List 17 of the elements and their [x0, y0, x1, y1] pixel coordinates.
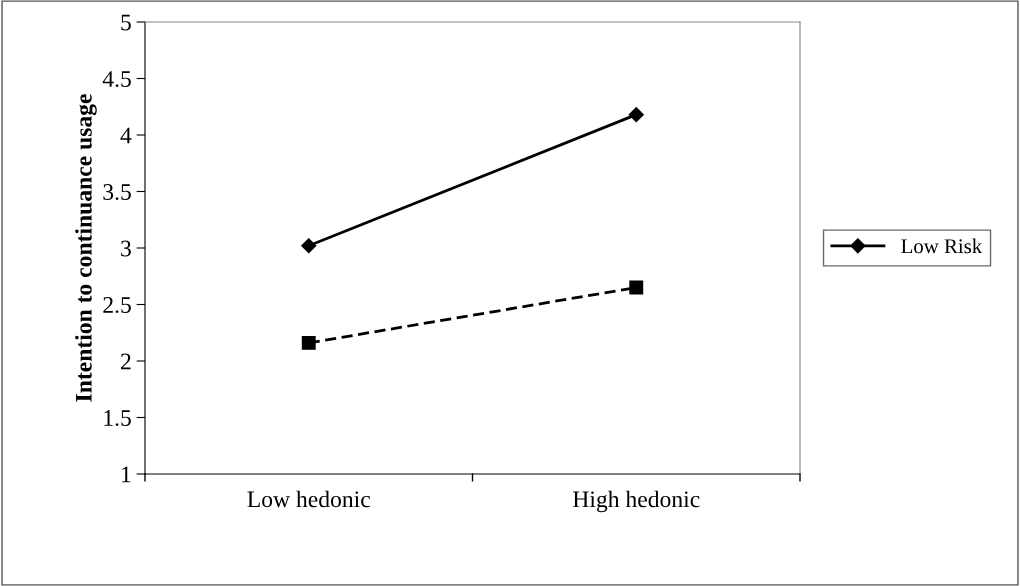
y-axis-title: Intention to continuance usage [75, 94, 97, 402]
point [628, 107, 644, 123]
y-tick-label: 5 [121, 14, 131, 31]
y-tick-label: 4.5 [102, 71, 131, 88]
point [301, 335, 316, 350]
point [301, 238, 317, 254]
x-tick-label: Low hedonic [247, 490, 370, 508]
y-tick-label: 3.5 [103, 184, 131, 201]
y-tick-label: 1.5 [104, 410, 131, 427]
y-tick-label: 2.5 [103, 297, 131, 314]
x-tick-label: High hedonic [572, 490, 700, 513]
point [629, 280, 644, 295]
y-tick-label: 2 [121, 353, 131, 370]
legend-label: Low Risk [901, 238, 983, 254]
y-tick-label: 4 [120, 127, 132, 144]
y-tick-label: 1 [122, 466, 131, 483]
y-tick-label: 3 [121, 240, 131, 257]
